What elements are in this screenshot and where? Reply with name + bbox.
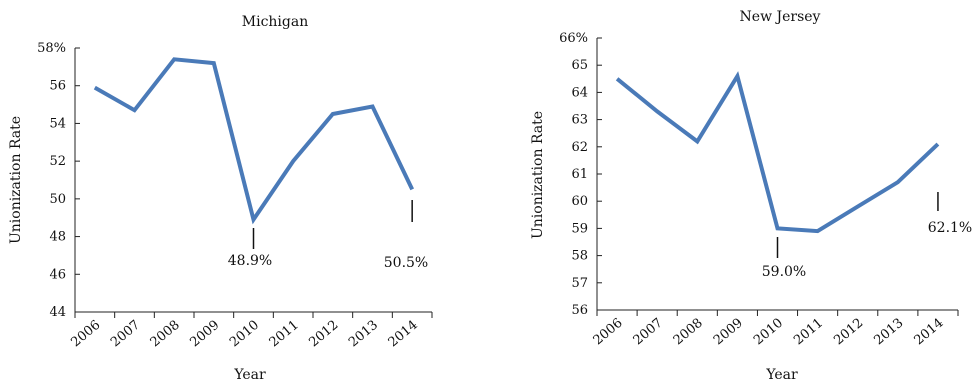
y-tick-label: 60 — [571, 194, 588, 209]
michigan-panel: Michigan 44 46 48 50 52 54 56 58% 2006 2007 2008 200… — [8, 14, 433, 383]
y-axis-label: Unionization Rate — [8, 116, 24, 244]
annotation-label: 50.5% — [384, 255, 428, 271]
y-tick-label: 56 — [49, 79, 66, 94]
x-tick-label: 2009 — [187, 318, 222, 351]
y-tick-label: 50 — [49, 192, 66, 207]
y-tick-label: 63 — [571, 113, 588, 128]
x-tick-label: 2007 — [631, 316, 666, 349]
y-tick-label: 56 — [571, 303, 588, 318]
x-tick-label: 2009 — [711, 316, 746, 349]
chart-title: New Jersey — [740, 9, 821, 25]
y-tick-label: 66% — [559, 31, 588, 46]
annotation-label: 59.0% — [762, 264, 806, 280]
x-tick-label: 2014 — [912, 316, 947, 349]
y-tick-label: 46 — [49, 267, 66, 282]
y-tick-label: 65 — [571, 58, 588, 73]
michigan-series-line — [93, 57, 415, 225]
x-tick-label: 2010 — [751, 316, 786, 349]
x-tick-label: 2007 — [108, 318, 143, 351]
y-tick-label: 48 — [49, 230, 66, 245]
y-tick-label: 61 — [571, 167, 588, 182]
y-tick-label: 58% — [37, 41, 66, 56]
y-tick-label: 57 — [571, 276, 588, 291]
x-tick-label: 2010 — [227, 318, 262, 351]
x-tick-label: 2011 — [791, 316, 826, 349]
y-axis-label: Unionization Rate — [530, 111, 546, 239]
x-tick-label: 2014 — [386, 318, 421, 351]
y-tick-label: 44 — [49, 305, 66, 320]
x-tick-label: 2008 — [671, 316, 706, 349]
y-tick-label: 64 — [571, 85, 588, 100]
new-jersey-series-line — [615, 71, 940, 234]
y-tick-label: 59 — [571, 221, 588, 236]
chart-title: Michigan — [242, 14, 308, 30]
x-tick-label: 2012 — [306, 318, 341, 351]
y-tick-label: 58 — [571, 249, 588, 264]
y-tick-label: 54 — [49, 116, 66, 131]
x-tick-label: 2013 — [346, 318, 381, 351]
x-tick-label: 2006 — [591, 316, 626, 349]
x-tick-label: 2013 — [871, 316, 906, 349]
y-tick-label: 62 — [571, 140, 588, 155]
x-tick-label: 2006 — [68, 318, 103, 351]
x-tick-label: 2012 — [831, 316, 866, 349]
x-axis-label: Year — [765, 367, 798, 383]
annotation-label: 62.1% — [928, 220, 972, 236]
annotation-label: 48.9% — [228, 253, 272, 269]
x-tick-label: 2008 — [148, 318, 183, 351]
x-tick-label: 2011 — [267, 318, 302, 351]
x-axis-label: Year — [233, 367, 266, 383]
y-tick-label: 52 — [49, 154, 66, 169]
